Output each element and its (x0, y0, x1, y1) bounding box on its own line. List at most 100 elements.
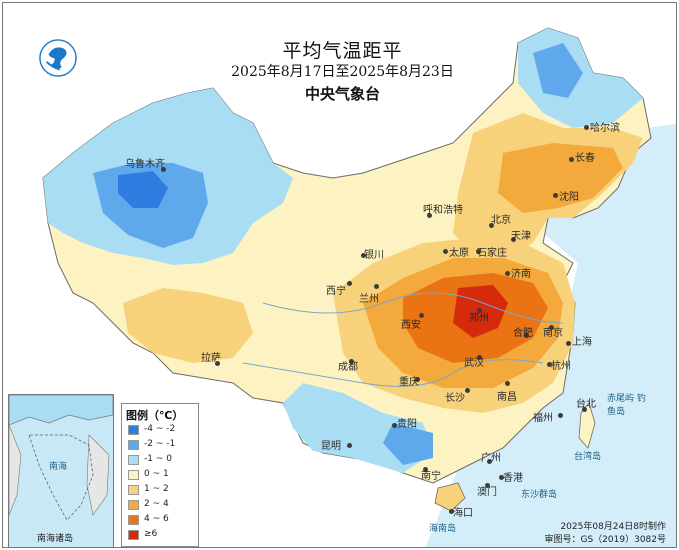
inset-sea-label: 南海 (49, 462, 68, 472)
city-dot (392, 423, 397, 428)
taiwan-label: 台湾岛 (574, 452, 602, 462)
city-zhengzhou: 郑州 (469, 313, 489, 324)
legend-label: 4 ~ 6 (144, 514, 169, 524)
anomaly-map (3, 3, 676, 547)
taiwan-island (578, 402, 596, 449)
city-dot (505, 381, 510, 386)
city-urumqi: 乌鲁木齐 (125, 159, 165, 170)
city-dot (584, 125, 589, 130)
city-dot (423, 467, 428, 472)
city-hangzhou: 杭州 (551, 361, 571, 372)
legend-swatch (128, 425, 139, 435)
legend-swatch (128, 530, 139, 540)
city-chongqing: 重庆 (399, 377, 419, 388)
legend-swatch (128, 515, 139, 525)
legend-swatch (128, 500, 139, 510)
city-harbin: 哈尔滨 (590, 123, 620, 134)
city-changsha: 长沙 (445, 393, 465, 404)
city-dot (569, 157, 574, 162)
legend-swatch (128, 455, 139, 465)
city-dot (477, 308, 482, 313)
credit-approval: 审图号：GS（2019）3082号 (544, 535, 667, 545)
map-title: 平均气温距平 (282, 40, 403, 62)
city-dot (476, 249, 481, 254)
city-dot (499, 475, 504, 480)
south-china-sea-inset: 南海 南海诸岛 (8, 394, 114, 547)
city-dot (489, 223, 494, 228)
issuer: 中央气象台 (304, 85, 380, 103)
city-shenyang: 沈阳 (559, 192, 579, 203)
city-tianjin: 天津 (511, 231, 531, 242)
legend-swatch (128, 470, 139, 480)
diaoyu-label: 赤尾屿 钓鱼岛 (607, 394, 646, 417)
city-dot (374, 284, 379, 289)
legend-label: 2 ~ 4 (144, 499, 169, 509)
inset-title: 南海诸岛 (37, 534, 74, 544)
city-dot (415, 377, 420, 382)
city-hefei: 合肥 (513, 328, 533, 339)
legend-label: 0 ~ 1 (144, 469, 169, 479)
legend-label: ≥6 (144, 529, 158, 539)
city-nanning: 南宁 (421, 471, 441, 482)
legend-label: -1 ~ 0 (144, 454, 172, 464)
city-hongkong: 香港 (503, 473, 523, 484)
city-nanjing: 南京 (543, 328, 563, 339)
city-changchun: 长春 (575, 153, 595, 164)
hainan-island (434, 482, 466, 512)
city-dot (524, 333, 529, 338)
city-dot (427, 213, 432, 218)
city-dot (485, 483, 490, 488)
city-lanzhou: 兰州 (359, 294, 379, 305)
city-dot (349, 359, 354, 364)
city-yinchuan: 银川 (364, 250, 384, 261)
city-fuzhou: 福州 (533, 413, 553, 424)
city-dot (361, 253, 366, 258)
credit-made: 2025年08月24日8时制作 (560, 522, 666, 532)
city-dot (347, 443, 352, 448)
city-dot (443, 249, 448, 254)
city-dot (582, 407, 587, 412)
city-dot (449, 509, 454, 514)
city-xian: 西安 (401, 320, 421, 331)
city-guiyang: 贵阳 (397, 419, 417, 430)
hainan-label: 海南岛 (429, 524, 457, 534)
city-beijing: 北京 (491, 215, 511, 226)
legend-label: -4 ~ -2 (144, 424, 176, 434)
city-dot (215, 361, 220, 366)
city-xining: 西宁 (326, 286, 346, 297)
city-taipei: 台北 (576, 399, 596, 410)
city-wuhan: 武汉 (464, 358, 484, 369)
city-dot (477, 355, 482, 360)
city-taiyuan: 太原 (449, 248, 469, 259)
city-dot (419, 313, 424, 318)
city-guangzhou: 广州 (481, 453, 501, 464)
city-hohhot: 呼和浩特 (423, 205, 463, 216)
city-lhasa: 拉萨 (201, 353, 221, 364)
city-dot (347, 281, 352, 286)
city-dot (505, 271, 510, 276)
city-nanchang: 南昌 (497, 392, 517, 403)
city-shijiazhuang: 石家庄 (477, 248, 507, 259)
legend: 图例（℃） -4 ~ -2 -2 ~ -1 -1 ~ 0 0 ~ 1 1 ~ 2… (121, 403, 199, 547)
date-range: 2025年8月17日至2025年8月23日 (231, 64, 454, 80)
city-haikou: 海口 (453, 508, 473, 519)
city-dot (547, 362, 552, 367)
city-dot (465, 388, 470, 393)
legend-label: -2 ~ -1 (144, 439, 176, 449)
city-dot (487, 459, 492, 464)
city-shanghai: 上海 (572, 337, 592, 348)
city-dot (558, 413, 563, 418)
inset-map (9, 395, 113, 521)
city-dot (566, 341, 571, 346)
city-jinan: 济南 (511, 269, 531, 280)
legend-swatch (128, 440, 139, 450)
legend-swatch (128, 485, 139, 495)
city-dot (161, 167, 166, 172)
city-dot (553, 193, 558, 198)
city-dot (511, 237, 516, 242)
cma-logo-icon (39, 39, 77, 77)
city-dot (549, 325, 554, 330)
dongsha-label: 东沙群岛 (521, 490, 558, 500)
city-kunming: 昆明 (321, 441, 341, 452)
